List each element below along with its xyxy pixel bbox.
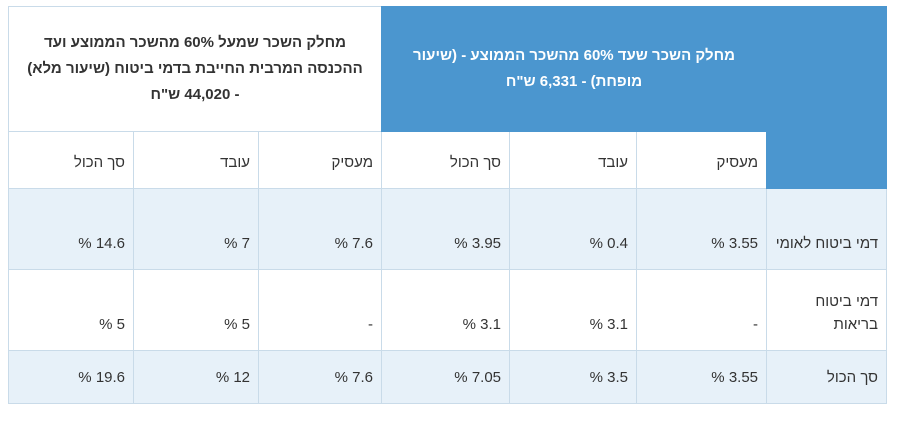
sub-header: עובד bbox=[133, 131, 260, 189]
sub-header: עובד bbox=[509, 131, 638, 189]
table-row: דמי ביטוח בריאות -3.1 % 3.1 % -5 % 5 % bbox=[7, 269, 888, 351]
table-cell: 7.6 % bbox=[258, 350, 383, 404]
table-cell: 3.95 % bbox=[381, 188, 511, 270]
table-cell: 7.05 % bbox=[381, 350, 511, 404]
table-cell: 5 % bbox=[7, 269, 135, 351]
table-cell: 3.5 % bbox=[509, 350, 638, 404]
table-row: דמי ביטוח לאומי 3.55 % 0.4 % 3.95 % 7.6 % 7 %… bbox=[7, 188, 888, 270]
sub-header-row: מעסיק עובד סך הכול מעסיק עובד סך הכול bbox=[7, 131, 887, 189]
table-cell: 14.6 % bbox=[7, 188, 135, 270]
table-cell: 3.55 % bbox=[636, 350, 768, 404]
table-cell: 3.1 % bbox=[381, 269, 511, 351]
table-row: סך הכול 3.55 % 3.5 % 7.05 % 7.6 % 12 % 19.6 % bbox=[7, 350, 888, 404]
sub-header: סך הכול bbox=[381, 131, 511, 189]
table-cell: 7 % bbox=[133, 188, 260, 270]
table-cell: - bbox=[258, 269, 383, 351]
sub-header: מעסיק bbox=[636, 131, 768, 189]
row-label: סך הכול bbox=[766, 350, 888, 404]
table-cell: 12 % bbox=[133, 350, 260, 404]
sub-header: סך הכול bbox=[7, 131, 135, 189]
table-cell: 5 % bbox=[133, 269, 260, 351]
contributions-table: מחלק השכר שעד 60% מהשכר הממוצע - (שיעור … bbox=[7, 6, 888, 404]
table-cell: 7.6 % bbox=[258, 188, 383, 270]
row-label: דמי ביטוח לאומי bbox=[766, 188, 888, 270]
corner-cell bbox=[766, 6, 888, 189]
table-body: דמי ביטוח לאומי 3.55 % 0.4 % 3.95 % 7.6 % 7 %… bbox=[7, 188, 888, 404]
table-cell: 19.6 % bbox=[7, 350, 135, 404]
row-label: דמי ביטוח בריאות bbox=[766, 269, 888, 351]
table-cell: - bbox=[636, 269, 768, 351]
table-cell: 3.55 % bbox=[636, 188, 768, 270]
group-header: מחלק השכר שמעל 60% מהשכר הממוצע ועד ההכנ… bbox=[7, 6, 383, 132]
group-header: מחלק השכר שעד 60% מהשכר הממוצע - (שיעור … bbox=[381, 6, 768, 132]
sub-header: מעסיק bbox=[258, 131, 383, 189]
table-cell: 3.1 % bbox=[509, 269, 638, 351]
table-cell: 0.4 % bbox=[509, 188, 638, 270]
